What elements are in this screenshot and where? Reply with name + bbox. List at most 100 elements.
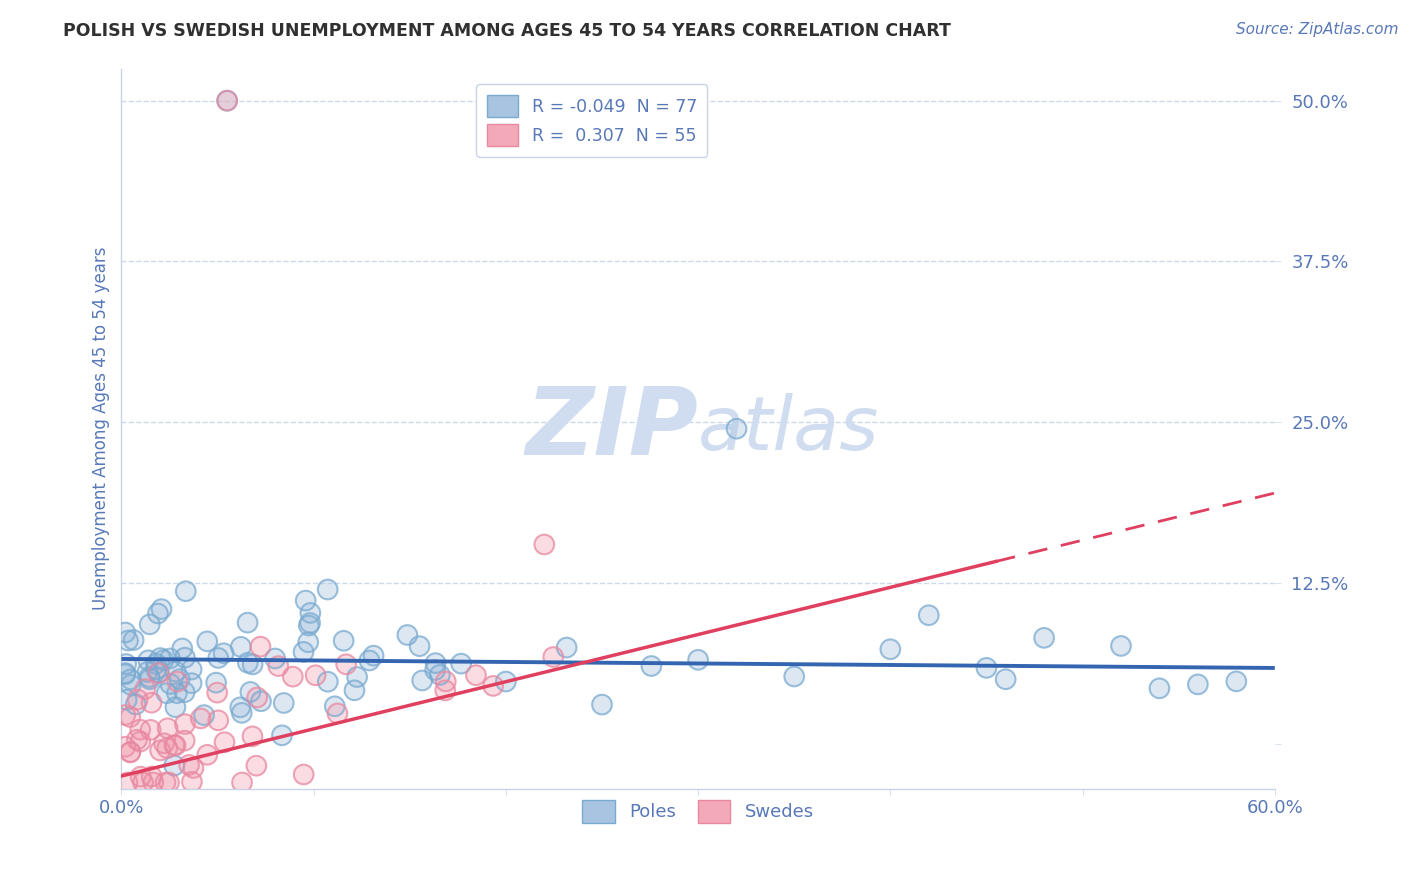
Point	[335, 657, 357, 672]
Point	[725, 422, 748, 436]
Point	[136, 665, 159, 679]
Point	[148, 666, 170, 681]
Point	[363, 648, 385, 663]
Point	[294, 593, 316, 607]
Point	[304, 668, 326, 682]
Point	[408, 639, 430, 653]
Point	[146, 607, 169, 621]
Point	[245, 758, 267, 772]
Point	[297, 635, 319, 649]
Point	[174, 584, 197, 599]
Point	[165, 665, 187, 679]
Point	[236, 656, 259, 670]
Point	[423, 663, 446, 677]
Point	[165, 700, 187, 714]
Point	[267, 659, 290, 673]
Point	[148, 665, 170, 680]
Point	[150, 602, 173, 616]
Point	[129, 723, 152, 737]
Point	[591, 698, 613, 712]
Point	[343, 683, 366, 698]
Point	[169, 672, 191, 686]
Point	[396, 628, 419, 642]
Point	[173, 733, 195, 747]
Point	[242, 657, 264, 672]
Point	[150, 602, 173, 616]
Point	[323, 699, 346, 714]
Point	[450, 657, 472, 671]
Point	[141, 696, 163, 710]
Point	[298, 618, 321, 632]
Point	[332, 633, 354, 648]
Point	[246, 690, 269, 705]
Point	[359, 653, 381, 667]
Point	[541, 650, 564, 665]
Point	[125, 698, 148, 712]
Point	[173, 685, 195, 699]
Point	[239, 685, 262, 699]
Point	[555, 640, 578, 655]
Point	[172, 641, 194, 656]
Point	[153, 736, 176, 750]
Point	[195, 747, 218, 762]
Point	[205, 686, 228, 700]
Point	[725, 422, 748, 436]
Point	[172, 641, 194, 656]
Point	[264, 651, 287, 665]
Point	[231, 706, 253, 720]
Point	[174, 717, 197, 731]
Point	[533, 537, 555, 551]
Point	[591, 698, 613, 712]
Point	[346, 670, 368, 684]
Point	[299, 615, 322, 630]
Point	[139, 723, 162, 737]
Point	[207, 714, 229, 728]
Text: POLISH VS SWEDISH UNEMPLOYMENT AMONG AGES 45 TO 54 YEARS CORRELATION CHART: POLISH VS SWEDISH UNEMPLOYMENT AMONG AGE…	[63, 22, 950, 40]
Point	[159, 677, 181, 691]
Point	[155, 775, 177, 789]
Point	[465, 668, 488, 682]
Point	[141, 696, 163, 710]
Point	[193, 708, 215, 723]
Point	[1187, 677, 1209, 691]
Point	[316, 674, 339, 689]
Point	[122, 633, 145, 648]
Point	[408, 639, 430, 653]
Point	[299, 606, 322, 620]
Point	[994, 672, 1017, 686]
Point	[142, 775, 165, 789]
Point	[152, 653, 174, 667]
Point	[994, 672, 1017, 686]
Point	[146, 607, 169, 621]
Point	[482, 679, 505, 693]
Point	[145, 662, 167, 676]
Point	[429, 668, 451, 682]
Point	[246, 690, 269, 705]
Point	[181, 774, 204, 789]
Point	[177, 758, 200, 772]
Point	[148, 665, 170, 680]
Point	[343, 683, 366, 698]
Point	[267, 659, 290, 673]
Point	[918, 608, 941, 623]
Point	[165, 739, 187, 753]
Point	[166, 686, 188, 700]
Point	[783, 669, 806, 683]
Point	[195, 747, 218, 762]
Point	[115, 693, 138, 707]
Point	[217, 94, 239, 108]
Point	[173, 685, 195, 699]
Point	[207, 651, 229, 665]
Point	[434, 674, 457, 689]
Point	[156, 721, 179, 735]
Point	[139, 723, 162, 737]
Point	[142, 775, 165, 789]
Point	[239, 685, 262, 699]
Point	[138, 670, 160, 684]
Point	[411, 673, 433, 688]
Point	[231, 706, 253, 720]
Point	[141, 770, 163, 784]
Point	[165, 665, 187, 679]
Point	[180, 676, 202, 690]
Text: Source: ZipAtlas.com: Source: ZipAtlas.com	[1236, 22, 1399, 37]
